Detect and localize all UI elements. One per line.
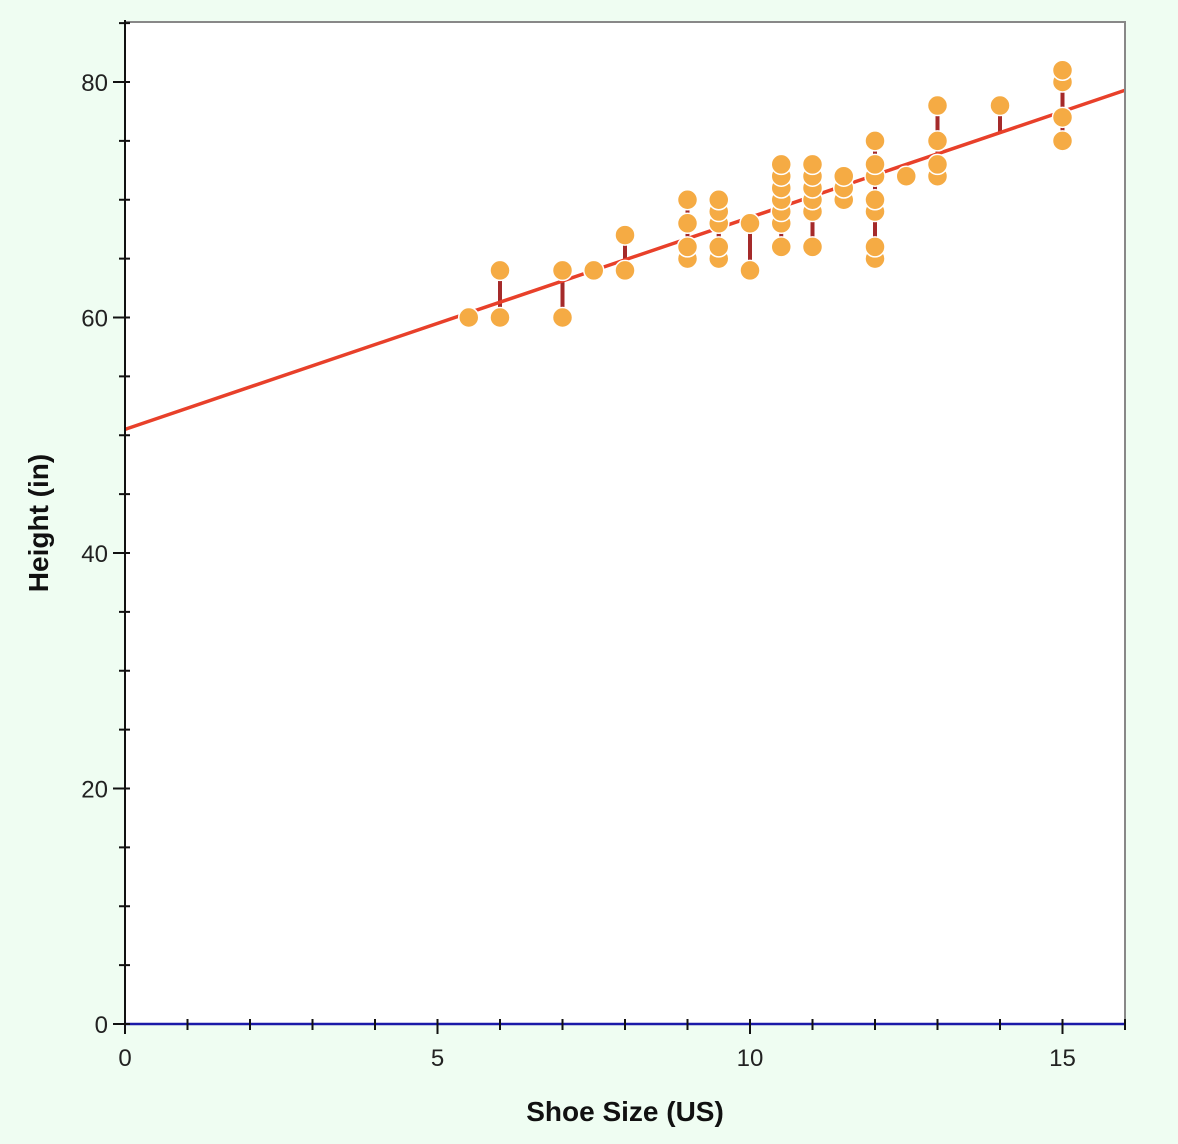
x-ticks: 0 5 10 15 [118, 1019, 1126, 1072]
data-point [864, 153, 886, 176]
data-point [801, 236, 824, 258]
x-tick-label: 0 [118, 1045, 131, 1072]
data-point [676, 236, 699, 258]
y-tick-label: 80 [81, 70, 108, 97]
data-point [864, 189, 886, 211]
data-point [801, 153, 824, 176]
data-point [489, 259, 511, 282]
data-point [614, 259, 636, 282]
plot-area [125, 22, 1125, 1024]
data-point [864, 130, 886, 152]
data-point [739, 259, 761, 282]
data-point [614, 224, 636, 246]
x-tick-label: 10 [737, 1045, 764, 1072]
data-point [864, 236, 886, 258]
data-point [708, 236, 730, 258]
y-tick-label: 60 [81, 306, 108, 333]
data-point [676, 212, 699, 235]
data-point [895, 165, 917, 187]
data-point [833, 165, 855, 187]
y-tick-label: 40 [81, 541, 108, 568]
data-point [458, 306, 480, 329]
data-points [458, 59, 1074, 329]
y-tick-label: 20 [81, 777, 108, 804]
data-point [551, 306, 574, 329]
data-point [926, 153, 949, 176]
data-point [770, 236, 792, 258]
data-point [989, 94, 1011, 117]
data-point [1051, 106, 1074, 129]
data-point [739, 212, 761, 235]
data-point [926, 130, 949, 152]
data-point [489, 306, 511, 329]
data-point [583, 259, 605, 282]
data-point [770, 153, 792, 176]
x-axis-title: Shoe Size (US) [526, 1096, 724, 1127]
data-point [708, 189, 730, 211]
y-ticks: 0 20 40 60 80 [81, 22, 130, 1039]
y-axis-title: Height (in) [23, 454, 54, 592]
x-tick-label: 15 [1049, 1045, 1076, 1072]
data-point [926, 94, 949, 117]
data-point [1051, 59, 1074, 81]
y-tick-label: 0 [95, 1012, 108, 1039]
data-point [551, 259, 574, 282]
data-point [676, 189, 699, 211]
data-point [1051, 130, 1074, 152]
x-tick-label: 5 [431, 1045, 444, 1072]
